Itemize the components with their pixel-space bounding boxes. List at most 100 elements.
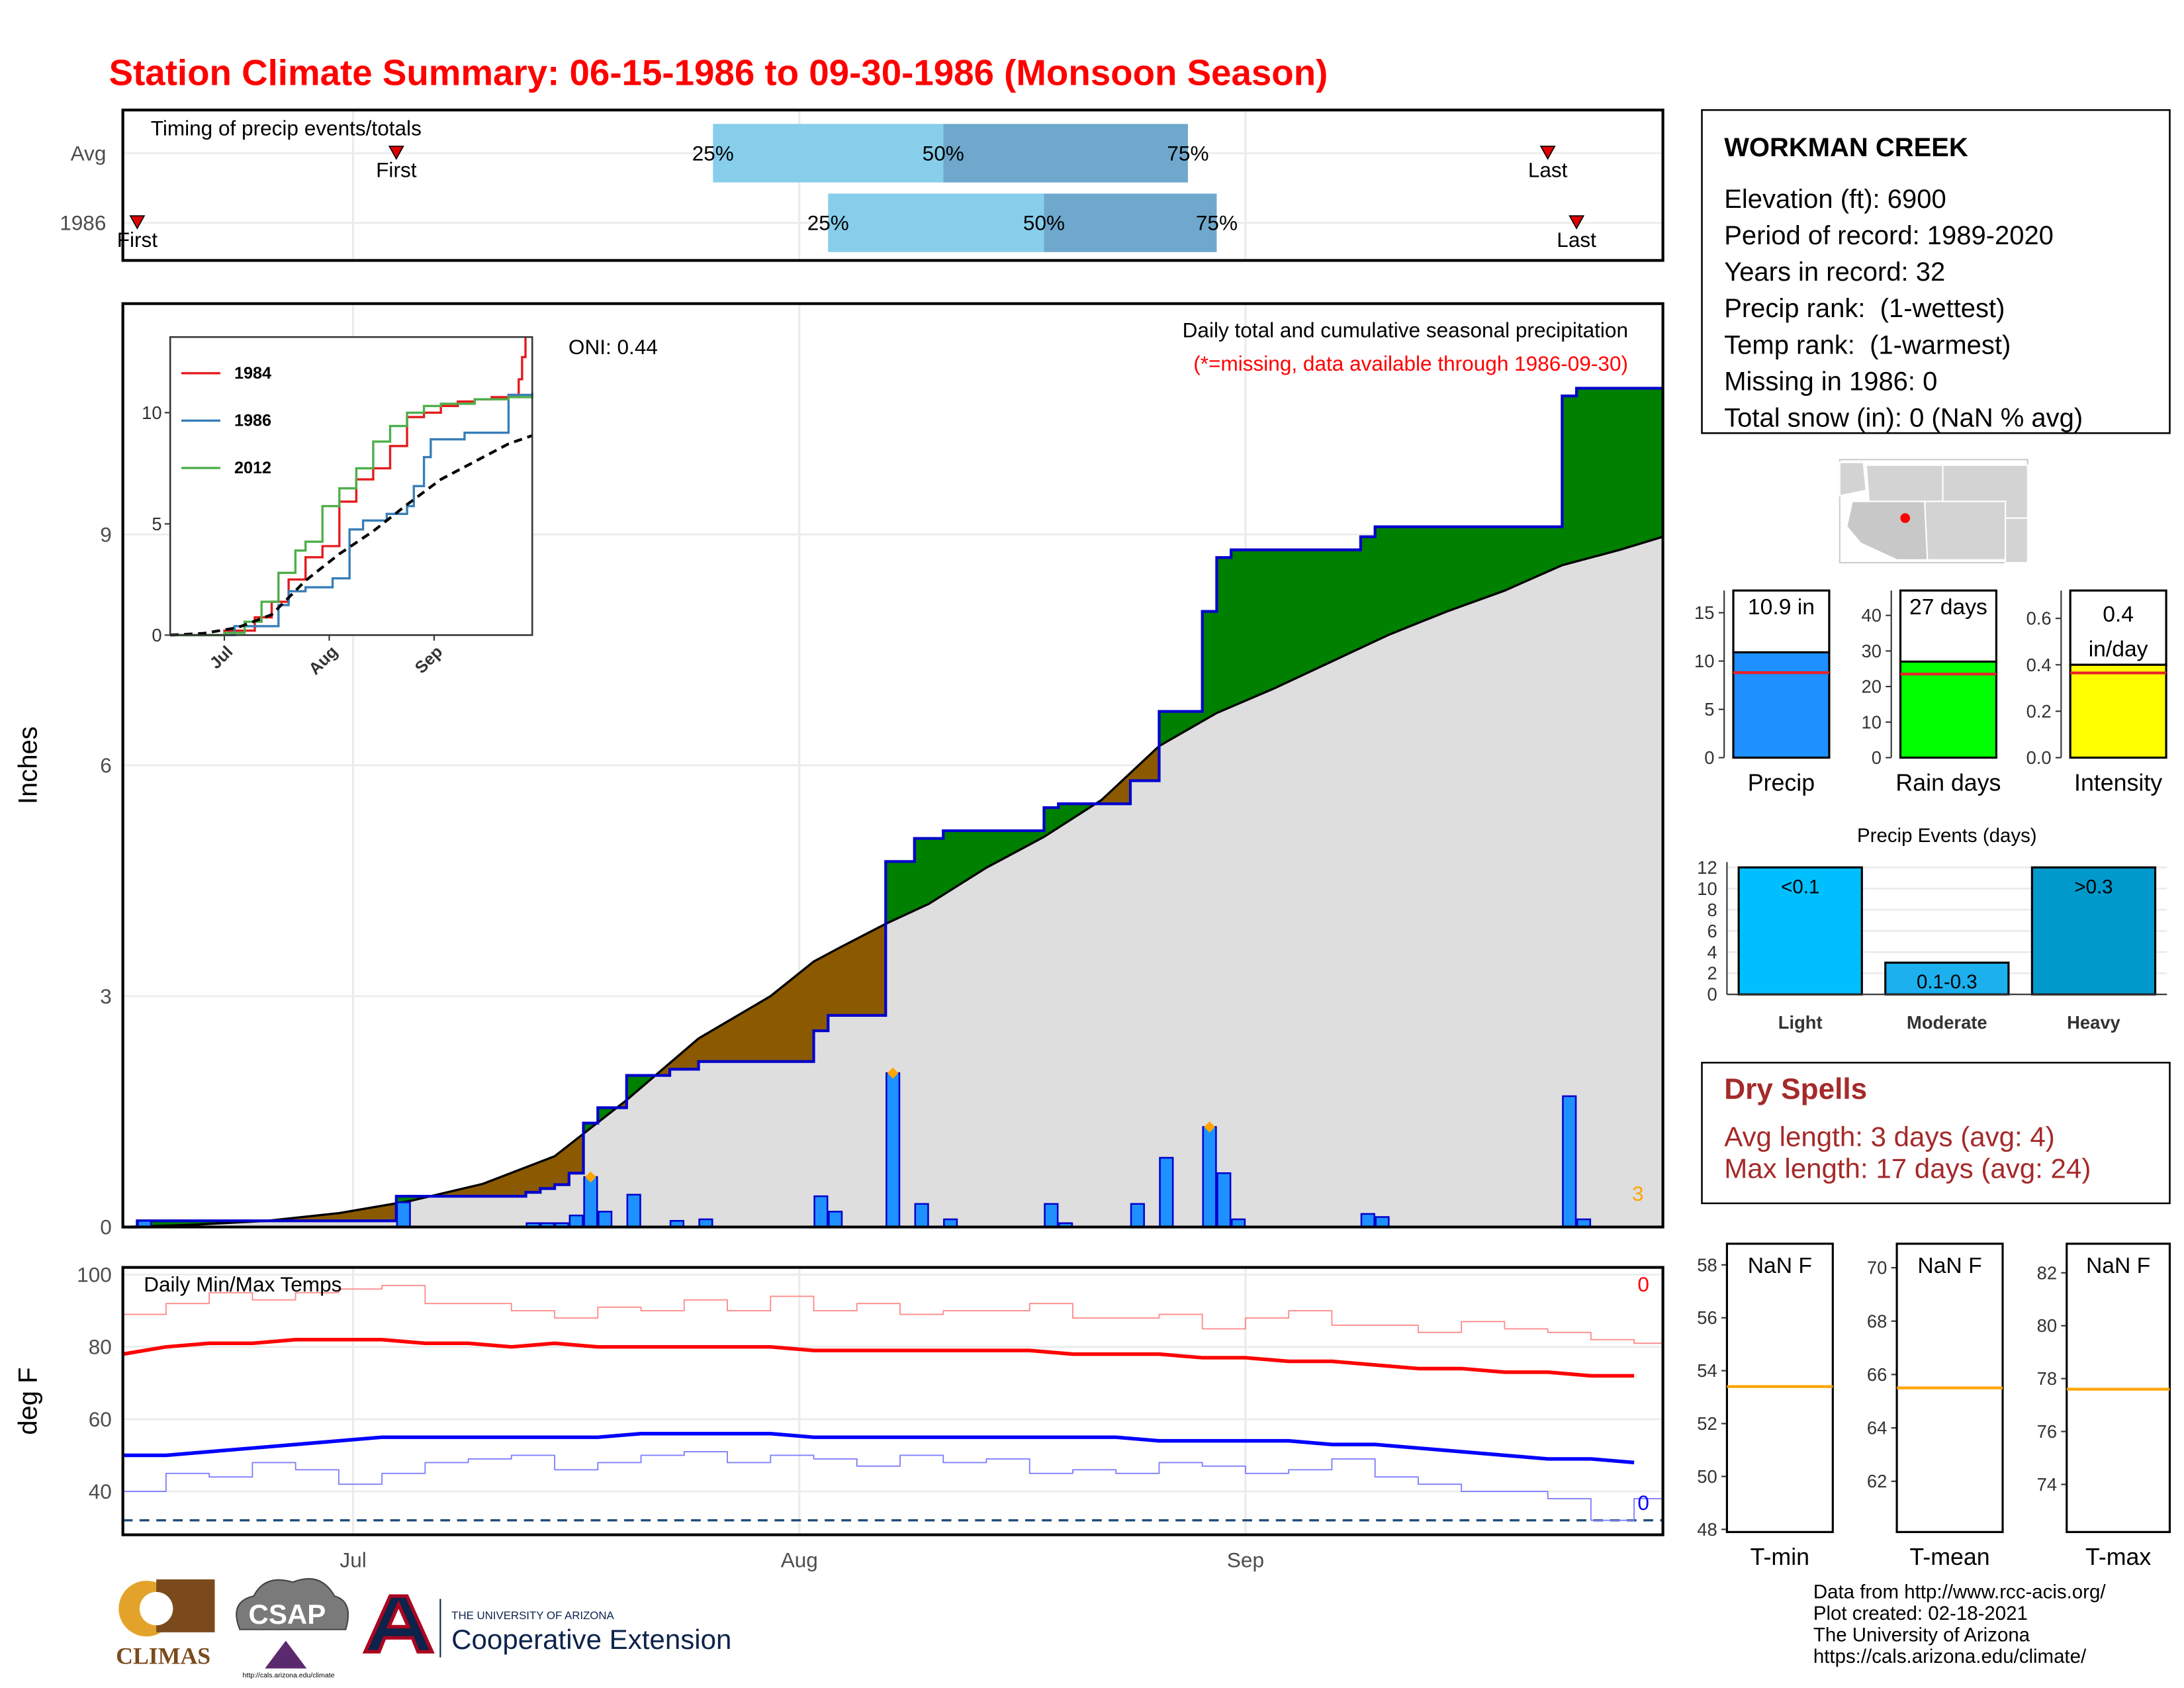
x-tick-label: Jul [340, 1548, 366, 1571]
station-info: Missing in 1986: 0 [1724, 367, 1937, 396]
y-tick-label: 6 [1707, 921, 1717, 941]
y-tick-label: 0 [1872, 747, 1882, 768]
daily-bar [813, 1195, 829, 1228]
x-tick-label: Precip [1748, 769, 1815, 796]
chart-title: Precip Events (days) [1857, 825, 2037, 847]
y-tick-label: 100 [77, 1263, 112, 1287]
value-label: NaN F [1917, 1254, 1981, 1278]
bar [1732, 651, 1831, 759]
csap-url: http://cals.arizona.edu/climate [243, 1671, 335, 1679]
daily-bar [569, 1214, 584, 1228]
temperature-line [122, 1338, 1635, 1378]
event-label: Last [1557, 228, 1596, 252]
y-tick-label: 82 [2037, 1262, 2057, 1283]
y-tick-label: 20 [1862, 677, 1882, 697]
y-tick-label: 0 [1704, 747, 1714, 768]
legend-label: 2012 [234, 459, 271, 477]
x-tick-label: T-mean [1909, 1544, 1989, 1570]
y-tick-label: 0 [100, 1215, 112, 1239]
daily-bar [583, 1176, 598, 1228]
bar [1884, 961, 2010, 996]
daily-bar [1044, 1203, 1059, 1228]
quartile-bar [713, 124, 944, 183]
y-tick-label: 30 [1862, 641, 1882, 661]
value-label: 10.9 in [1748, 595, 1815, 620]
bin-label: 0.1-0.3 [1917, 971, 1978, 993]
x-tick-label: Heavy [2067, 1012, 2120, 1033]
plot-frame [121, 302, 1664, 1229]
y-tick-label: Avg [71, 141, 107, 165]
station-info: Total snow (in): 0 (NaN % avg) [1724, 404, 2083, 433]
daily-bar [1216, 1172, 1232, 1228]
ua-logo-text: THE UNIVERSITY OF ARIZONA [451, 1609, 614, 1622]
location-map [1839, 459, 2028, 564]
map-state [1924, 500, 2007, 561]
y-tick-label: 80 [2037, 1315, 2057, 1336]
climas-logo-text: CLIMAS [116, 1643, 210, 1669]
x-tick-label: Rain days [1895, 769, 2001, 796]
y-axis-title: deg F [14, 1367, 43, 1434]
dry-spells-title: Dry Spells [1724, 1073, 1867, 1105]
y-tick-label: 5 [1704, 699, 1714, 720]
daily-bar [1202, 1126, 1217, 1228]
daily-bar [886, 1072, 901, 1228]
daily-bar [1562, 1095, 1577, 1228]
y-tick-label: 12 [1697, 857, 1717, 878]
plot-frame [121, 109, 1664, 262]
value-label: 27 days [1909, 595, 1987, 620]
climas-emblem [139, 1591, 173, 1626]
y-tick-label: 5 [152, 514, 161, 534]
map-state [1839, 461, 1867, 497]
chart-title: Daily Min/Max Temps [144, 1272, 341, 1296]
event-marker [388, 146, 404, 160]
legend-label: 1984 [234, 364, 271, 383]
y-tick-label: 0.6 [2026, 608, 2052, 629]
y-tick-label: 80 [89, 1335, 112, 1359]
csap-cloud [236, 1577, 349, 1630]
daily-bar [1159, 1156, 1174, 1228]
station-location [1900, 513, 1911, 524]
chart-title: Daily total and cumulative seasonal prec… [1183, 318, 1628, 342]
quartile-label: 25% [807, 211, 849, 235]
quartile-label: 75% [1167, 141, 1208, 165]
y-tick-label: 58 [1697, 1254, 1717, 1275]
count-annotation: 0 [1637, 1272, 1649, 1296]
chart-title: Timing of precip events/totals [151, 117, 422, 140]
label-box [2069, 589, 2167, 666]
footer-text: Plot created: 02-18-2021 [1813, 1603, 2028, 1624]
daily-bar [914, 1203, 929, 1228]
y-tick-label: 50 [1697, 1466, 1717, 1487]
temperature-line [122, 1284, 1663, 1344]
quartile-label: 25% [692, 141, 734, 165]
y-tick-label: 76 [2037, 1421, 2057, 1442]
value-label: NaN F [1748, 1254, 1812, 1278]
average-area [122, 536, 1663, 1227]
map-state [2005, 517, 2028, 564]
y-tick-label: 3 [100, 984, 112, 1008]
event-marker [129, 215, 146, 230]
quartile-label: 50% [923, 141, 964, 165]
x-tick-label: Moderate [1907, 1012, 1987, 1033]
y-tick-label: 10 [142, 402, 161, 423]
inset-frame [169, 336, 533, 636]
y-tick-label: 1986 [60, 211, 106, 235]
bar [2030, 866, 2157, 996]
y-axis-title: Inches [14, 726, 43, 804]
y-tick-label: 4 [1707, 942, 1717, 962]
footer-text: https://cals.arizona.edu/climate/ [1813, 1646, 2087, 1667]
logos: CLIMAS CSAP http://cals.arizona.edu/clim… [116, 1577, 731, 1679]
footer-text: Data from http://www.rcc-acis.org/ [1813, 1581, 2106, 1603]
y-tick-label: 78 [2037, 1368, 2057, 1389]
highlight-marker [887, 1067, 899, 1079]
y-tick-label: 68 [1867, 1311, 1887, 1331]
quartile-label: 75% [1196, 211, 1238, 235]
count-annotation: 0 [1637, 1491, 1649, 1515]
bar [1899, 660, 1997, 759]
chart-subtitle: (*=missing, data available through 1986-… [1193, 352, 1628, 375]
bin-label: <0.1 [1781, 876, 1819, 898]
temperature-line [122, 1451, 1663, 1521]
station-info: Temp rank: (1-warmest) [1724, 330, 2011, 359]
daily-bar [1130, 1203, 1145, 1228]
